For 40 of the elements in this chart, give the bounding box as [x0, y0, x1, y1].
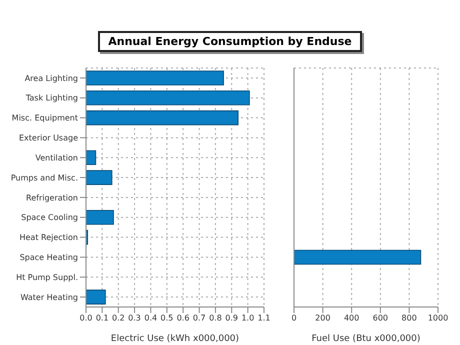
x-axis-title: Electric Use (kWh x000,000): [110, 334, 240, 344]
chart-title: Annual Energy Consumption by Enduse: [98, 31, 362, 52]
bar: [86, 290, 106, 304]
y-tick-label: Exterior Usage: [18, 134, 78, 143]
y-tick-label: Task Lighting: [24, 94, 78, 103]
x-tick-label: 400: [344, 314, 360, 323]
bar: [86, 170, 112, 185]
x-tick-label: 0.0: [80, 314, 92, 323]
y-tick-label: Space Cooling: [21, 213, 78, 222]
x-tick-label: 0.5: [160, 314, 174, 323]
x-tick-label: 0.6: [176, 314, 190, 323]
x-tick-label: 1.1: [258, 314, 270, 323]
x-tick-label: 0.8: [209, 314, 222, 323]
y-tick-label: Ventilation: [35, 153, 78, 162]
bar: [86, 150, 96, 166]
x-tick-label: 1000: [428, 314, 448, 323]
y-tick-label: Area Lighting: [24, 74, 78, 83]
x-tick-label: 0.9: [225, 314, 238, 323]
y-tick-label: Space Heating: [20, 253, 78, 262]
bar: [86, 110, 239, 126]
x-axis-title: Fuel Use (Btu x000,000): [312, 334, 420, 344]
y-tick-label: Water Heating: [20, 292, 78, 302]
y-tick-label: Refrigeration: [26, 193, 78, 202]
x-tick-label: 0.2: [112, 314, 125, 323]
y-tick-label: Ht Pump Suppl.: [16, 272, 78, 282]
x-tick-label: 0: [291, 314, 297, 323]
x-tick-label: 1.0: [241, 314, 254, 323]
x-tick-label: 0.3: [128, 314, 141, 323]
x-tick-label: 800: [402, 314, 417, 323]
x-tick-label: 200: [315, 314, 330, 323]
x-tick-label: 0.4: [144, 314, 158, 323]
bar: [86, 70, 224, 86]
y-tick-label: Misc. Equipment: [12, 114, 78, 123]
x-tick-label: 0.7: [192, 314, 206, 323]
x-tick-label: 0.1: [96, 314, 109, 323]
bar: [86, 210, 114, 225]
y-tick-label: Pumps and Misc.: [10, 173, 78, 182]
y-tick-label: Heat Rejection: [19, 233, 78, 242]
bar: [86, 90, 250, 106]
x-tick-label: 600: [372, 314, 388, 323]
